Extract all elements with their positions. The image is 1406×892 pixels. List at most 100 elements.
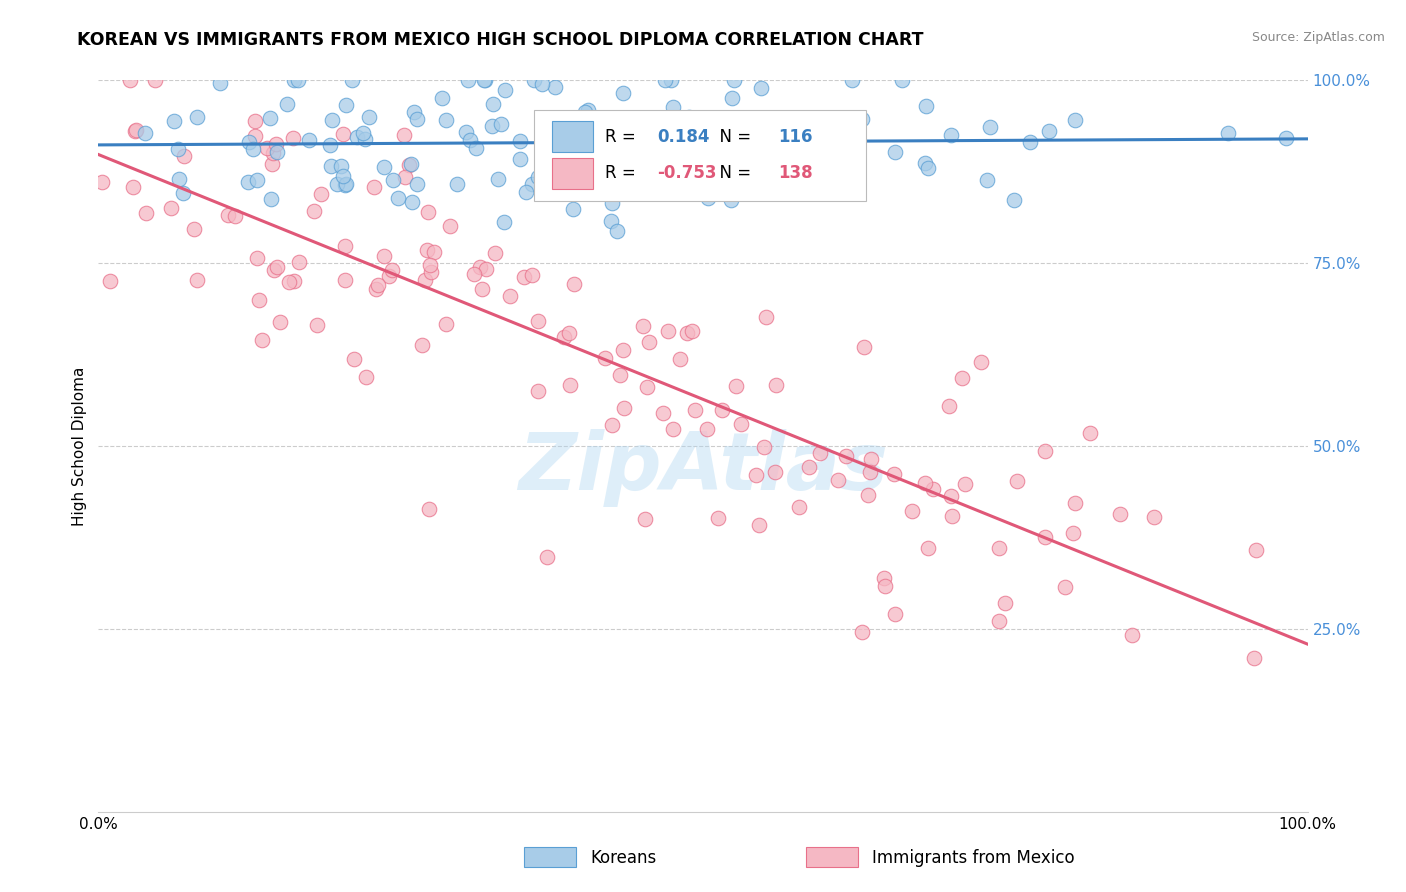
Point <box>751 81 773 95</box>
Point <box>183 222 205 236</box>
Point <box>247 293 270 308</box>
Point <box>613 401 636 415</box>
FancyBboxPatch shape <box>806 847 858 867</box>
Point <box>884 145 907 159</box>
Point <box>553 330 575 344</box>
Point <box>631 318 654 333</box>
Point <box>536 550 558 565</box>
Point <box>530 77 553 91</box>
Point <box>527 384 550 398</box>
Point <box>266 260 288 275</box>
Point <box>595 351 617 365</box>
Point <box>914 475 936 490</box>
Point <box>122 179 145 194</box>
Point <box>381 263 404 277</box>
Point <box>735 150 758 164</box>
Point <box>172 186 194 200</box>
Point <box>550 162 572 177</box>
Point <box>634 512 657 526</box>
FancyBboxPatch shape <box>534 110 866 201</box>
Point <box>392 128 415 142</box>
Point <box>522 268 544 283</box>
Point <box>683 403 706 417</box>
Point <box>159 202 181 216</box>
Point <box>509 152 531 166</box>
Point <box>527 314 550 328</box>
Point <box>415 273 437 287</box>
Point <box>436 112 458 127</box>
Point <box>381 173 404 187</box>
Text: R =: R = <box>605 164 641 182</box>
Point <box>482 97 505 112</box>
Point <box>236 175 259 189</box>
Point <box>662 422 685 436</box>
Point <box>745 468 768 483</box>
Point <box>398 159 420 173</box>
Point <box>609 368 631 382</box>
Y-axis label: High School Diploma: High School Diploma <box>72 367 87 525</box>
Point <box>696 139 718 153</box>
Point <box>356 370 378 384</box>
Point <box>499 289 522 303</box>
Point <box>676 326 699 341</box>
Point <box>891 73 914 87</box>
Point <box>852 340 875 354</box>
Point <box>538 154 561 169</box>
Point <box>186 273 208 287</box>
Point <box>851 112 873 127</box>
Point <box>979 120 1001 135</box>
Point <box>364 282 387 296</box>
Point <box>246 251 269 265</box>
Point <box>748 517 770 532</box>
Point <box>651 406 673 420</box>
Point <box>167 172 190 186</box>
Point <box>797 460 820 475</box>
Point <box>494 83 516 97</box>
Point <box>423 245 446 260</box>
Point <box>509 134 531 148</box>
Point <box>1063 113 1085 128</box>
Point <box>810 446 832 460</box>
Text: Immigrants from Mexico: Immigrants from Mexico <box>872 849 1074 867</box>
Point <box>302 204 325 219</box>
Point <box>749 135 772 149</box>
Text: N =: N = <box>709 128 756 145</box>
Point <box>411 337 433 351</box>
Point <box>246 173 269 187</box>
Point <box>243 128 266 143</box>
Point <box>939 128 962 142</box>
Point <box>544 80 567 95</box>
Point <box>378 269 401 284</box>
Point <box>363 179 385 194</box>
Point <box>662 99 685 113</box>
Point <box>1143 509 1166 524</box>
Point <box>91 175 114 189</box>
Point <box>464 141 486 155</box>
Point <box>259 112 281 126</box>
Point <box>574 105 596 120</box>
Point <box>914 98 936 112</box>
Point <box>492 215 515 229</box>
Point <box>681 324 703 338</box>
Point <box>938 399 960 413</box>
Point <box>970 355 993 369</box>
Point <box>654 73 676 87</box>
Point <box>835 449 858 463</box>
Point <box>917 541 939 556</box>
Point <box>541 130 564 145</box>
Point <box>883 467 905 482</box>
Point <box>851 625 873 640</box>
Point <box>576 103 599 117</box>
Point <box>474 73 496 87</box>
Point <box>782 138 804 153</box>
Point <box>557 326 579 340</box>
Point <box>1054 580 1077 594</box>
Point <box>416 205 439 219</box>
Point <box>340 73 363 87</box>
Point <box>1007 474 1029 488</box>
Point <box>1121 628 1143 642</box>
Point <box>357 110 380 124</box>
Point <box>346 130 368 145</box>
Point <box>100 274 122 288</box>
Point <box>343 351 366 366</box>
